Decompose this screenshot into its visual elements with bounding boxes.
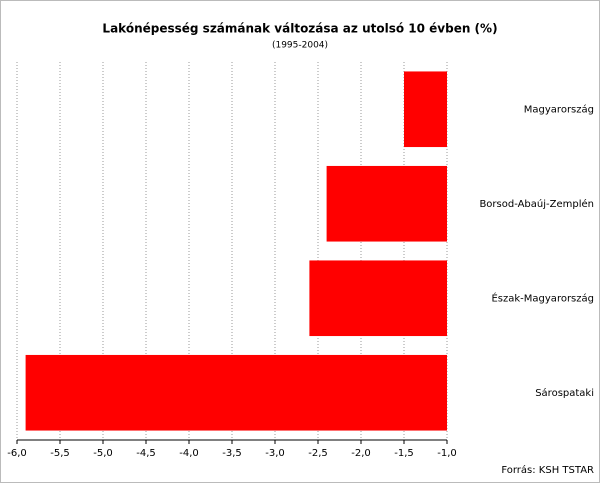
x-tick-label: -2,5 bbox=[308, 448, 328, 459]
x-tick-label: -4,0 bbox=[179, 448, 199, 459]
bar bbox=[309, 260, 447, 337]
x-tick-label: -6,0 bbox=[7, 448, 27, 459]
y-tick-label: Észak-Magyarország bbox=[491, 291, 594, 304]
y-tick-label: Borsod-Abaúj-Zemplén bbox=[479, 198, 594, 210]
x-tick-label: -5,5 bbox=[50, 448, 70, 459]
chart-title: Lakónépesség számának változása az utols… bbox=[102, 22, 497, 36]
x-tick-label: -5,0 bbox=[93, 448, 113, 459]
chart-subtitle: (1995-2004) bbox=[272, 41, 328, 51]
source-note: Forrás: KSH TSTAR bbox=[501, 464, 594, 476]
x-tick-label: -3,0 bbox=[265, 448, 285, 459]
bar bbox=[404, 71, 447, 148]
y-tick-label: Magyarország bbox=[524, 103, 594, 115]
x-tick-label: -1,0 bbox=[437, 448, 457, 459]
x-tick-label: -1,5 bbox=[394, 448, 414, 459]
x-tick-label: -4,5 bbox=[136, 448, 156, 459]
bar bbox=[25, 354, 447, 431]
x-tick-label: -2,0 bbox=[351, 448, 371, 459]
bar bbox=[326, 165, 447, 242]
x-tick-label: -3,5 bbox=[222, 448, 242, 459]
y-tick-label: Sárospataki bbox=[535, 387, 594, 399]
